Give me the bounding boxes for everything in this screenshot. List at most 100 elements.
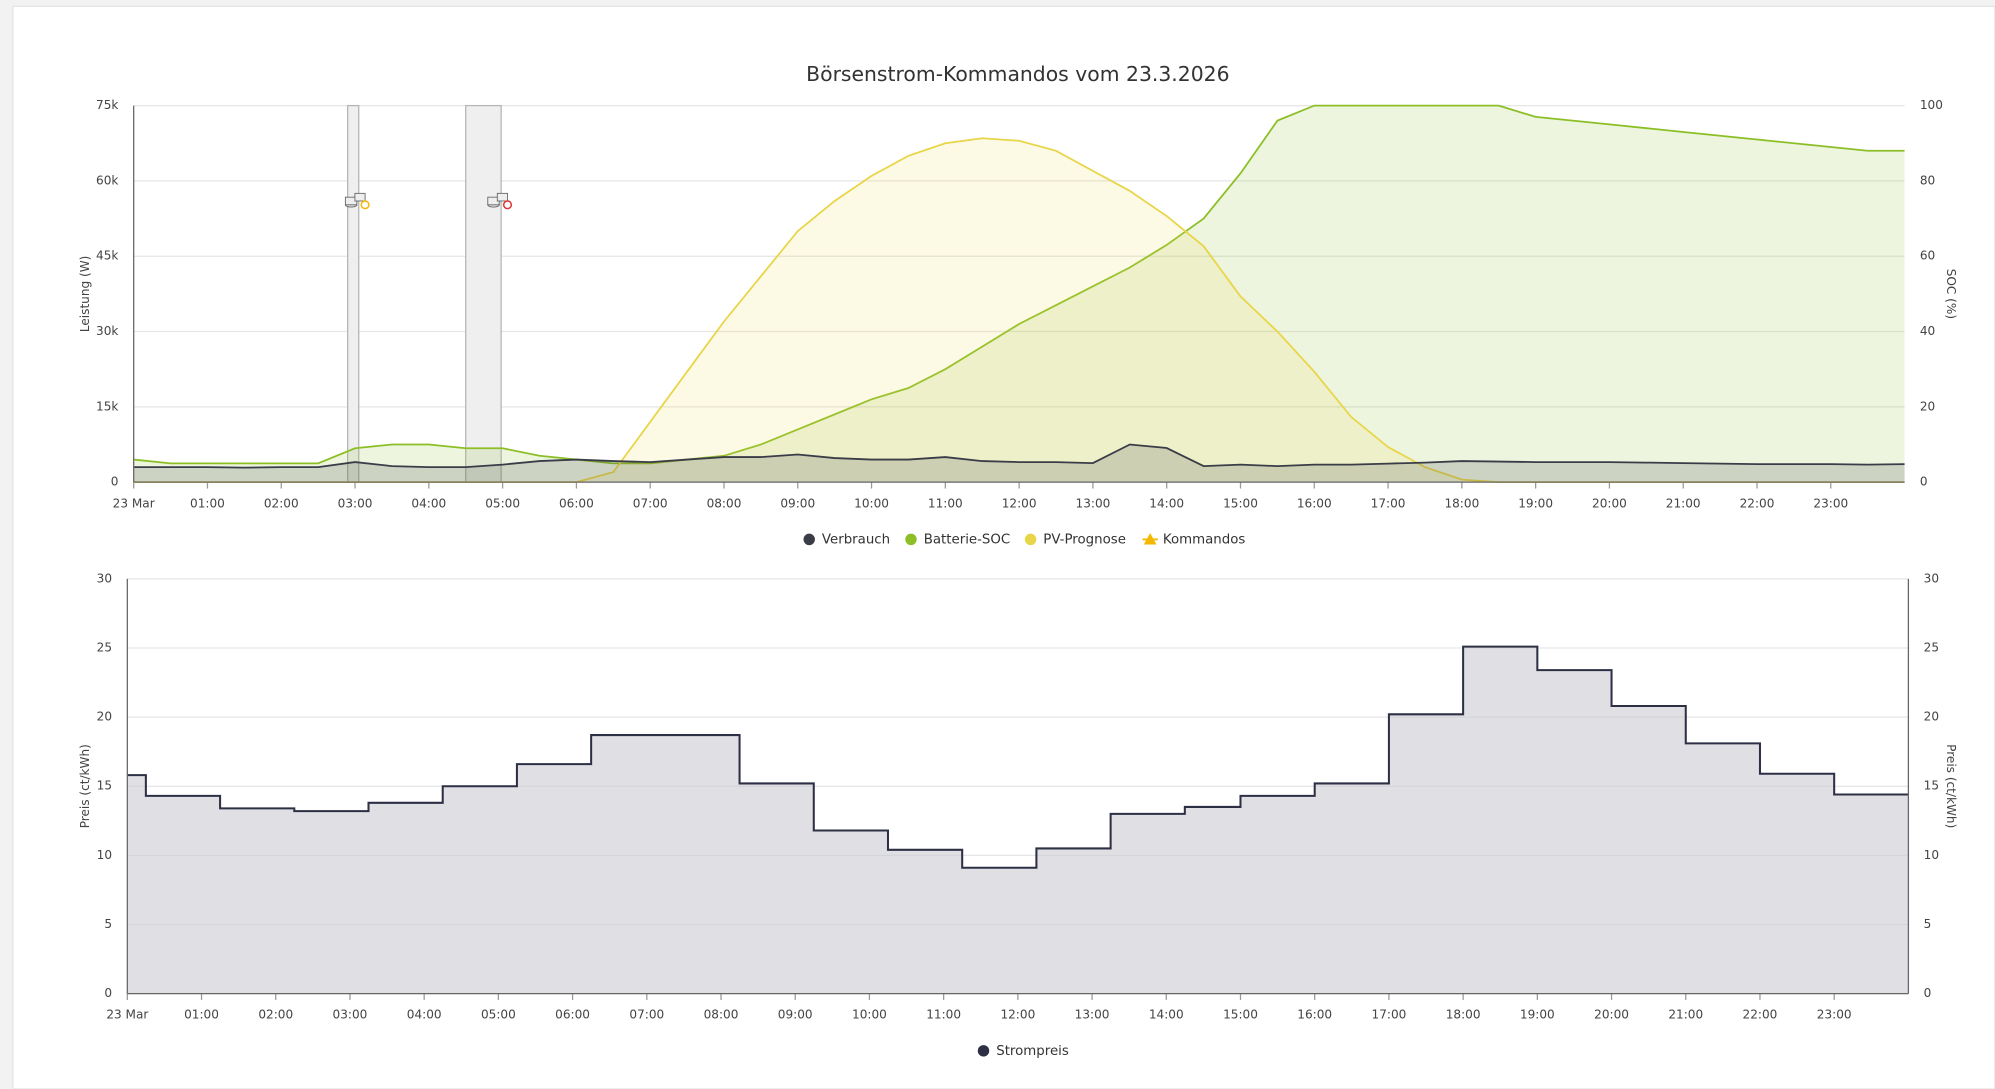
x-tick-label: 21:00 [1668,1008,1703,1022]
y2-tick-label: 0 [1924,986,1932,1000]
x-tick-label: 08:00 [704,1008,739,1022]
series-line [127,645,1909,869]
x-tick-label: 18:00 [1444,496,1479,510]
plot-band [465,104,502,483]
x-tick-label: 04:00 [407,1008,442,1022]
y2-tick-label: 60 [1920,249,1935,263]
y2-axis-label: Preis (ct/kWh) [1944,744,1958,828]
x-tick-label: 07:00 [629,1008,664,1022]
icon-part [354,192,366,202]
chart-title: Börsenstrom-Kommandos vom 23.3.2026 [806,62,1229,86]
x-tick-label: 23:00 [1813,496,1848,510]
x-tick-label: 15:00 [1223,1008,1258,1022]
legend-symbol [1024,533,1037,546]
y-tick-label: 10 [97,848,112,862]
y2-tick-label: 40 [1920,324,1935,338]
y2-tick-label: 20 [1920,399,1935,413]
legend-label[interactable]: PV-Prognose [1043,532,1126,547]
y-tick-label: 45k [96,249,118,263]
command-marker [487,192,513,210]
x-tick-label: 12:00 [1000,1008,1035,1022]
y2-tick-label: 5 [1924,917,1932,931]
x-tick-label: 19:00 [1520,1008,1555,1022]
x-tick-label: 11:00 [928,496,963,510]
legend-symbol [977,1045,990,1057]
y-tick-label: 15 [97,779,112,793]
y-tick-label: 0 [111,475,119,489]
x-tick-label: 22:00 [1740,496,1775,510]
x-tick-label: 23 Mar [113,496,155,510]
y2-tick-label: 30 [1924,571,1939,585]
x-tick-label: 13:00 [1075,1008,1110,1022]
series-line [133,443,1905,469]
icon-part [360,200,370,210]
y-axis-label: Leistung (W) [78,256,92,333]
x-tick-label: 22:00 [1743,1008,1778,1022]
y-tick-label: 15k [96,399,118,413]
y2-axis-label: SOC (%) [1944,269,1958,319]
x-tick-label: 06:00 [559,496,594,510]
x-tick-label: 16:00 [1297,1008,1332,1022]
x-tick-label: 23 Mar [106,1008,148,1022]
x-tick-label: 17:00 [1371,496,1406,510]
legend-label[interactable]: Strompreis [996,1044,1069,1059]
legend-symbol [803,533,815,546]
x-tick-label: 07:00 [633,496,668,510]
x-tick-label: 15:00 [1223,496,1258,510]
series-area [133,138,1905,483]
x-tick-label: 05:00 [485,496,520,510]
icon-part [496,192,508,202]
legend-label[interactable]: Verbrauch [822,532,890,547]
legend-symbol [905,533,917,546]
x-tick-label: 20:00 [1594,1008,1629,1022]
y2-tick-label: 0 [1920,475,1928,489]
y2-tick-label: 20 [1924,710,1939,724]
x-tick-label: 06:00 [555,1008,590,1022]
x-tick-label: 12:00 [1002,496,1037,510]
y2-tick-label: 10 [1924,848,1939,862]
x-tick-label: 10:00 [852,1008,887,1022]
y-tick-label: 0 [104,986,112,1000]
x-tick-label: 08:00 [707,496,742,510]
x-tick-label: 03:00 [338,496,373,510]
y2-tick-label: 25 [1924,640,1939,654]
x-tick-label: 02:00 [258,1008,293,1022]
x-tick-label: 10:00 [854,496,889,510]
y-tick-label: 5 [104,917,112,931]
x-tick-label: 05:00 [481,1008,516,1022]
x-tick-label: 13:00 [1076,496,1111,510]
x-tick-label: 04:00 [411,496,446,510]
x-tick-label: 03:00 [333,1008,368,1022]
series-area [133,444,1905,483]
x-tick-label: 23:00 [1817,1008,1852,1022]
x-tick-label: 14:00 [1149,1008,1184,1022]
legend-label[interactable]: Kommandos [1163,532,1246,547]
plot-band [347,104,360,483]
x-tick-label: 11:00 [926,1008,961,1022]
y2-tick-label: 100 [1920,98,1943,112]
y-tick-label: 60k [96,173,118,187]
x-tick-label: 20:00 [1592,496,1627,510]
series-line [133,104,1905,465]
x-tick-label: 02:00 [264,496,299,510]
y2-tick-label: 80 [1920,173,1935,187]
x-tick-label: 19:00 [1518,496,1553,510]
legend-label[interactable]: Batterie-SOC [924,532,1011,547]
y-tick-label: 30k [96,324,118,338]
y-axis-label: Preis (ct/kWh) [78,744,92,828]
icon-part [502,200,513,210]
y2-tick-label: 15 [1924,779,1939,793]
x-tick-label: 01:00 [184,1008,219,1022]
x-tick-label: 21:00 [1666,496,1701,510]
y-tick-label: 20 [97,710,112,724]
x-tick-label: 01:00 [190,496,225,510]
command-marker [344,192,370,210]
series-area [127,646,1909,994]
y-tick-label: 75k [96,98,118,112]
x-tick-label: 09:00 [780,496,815,510]
x-tick-label: 16:00 [1297,496,1332,510]
x-tick-label: 14:00 [1149,496,1184,510]
x-tick-label: 09:00 [778,1008,813,1022]
